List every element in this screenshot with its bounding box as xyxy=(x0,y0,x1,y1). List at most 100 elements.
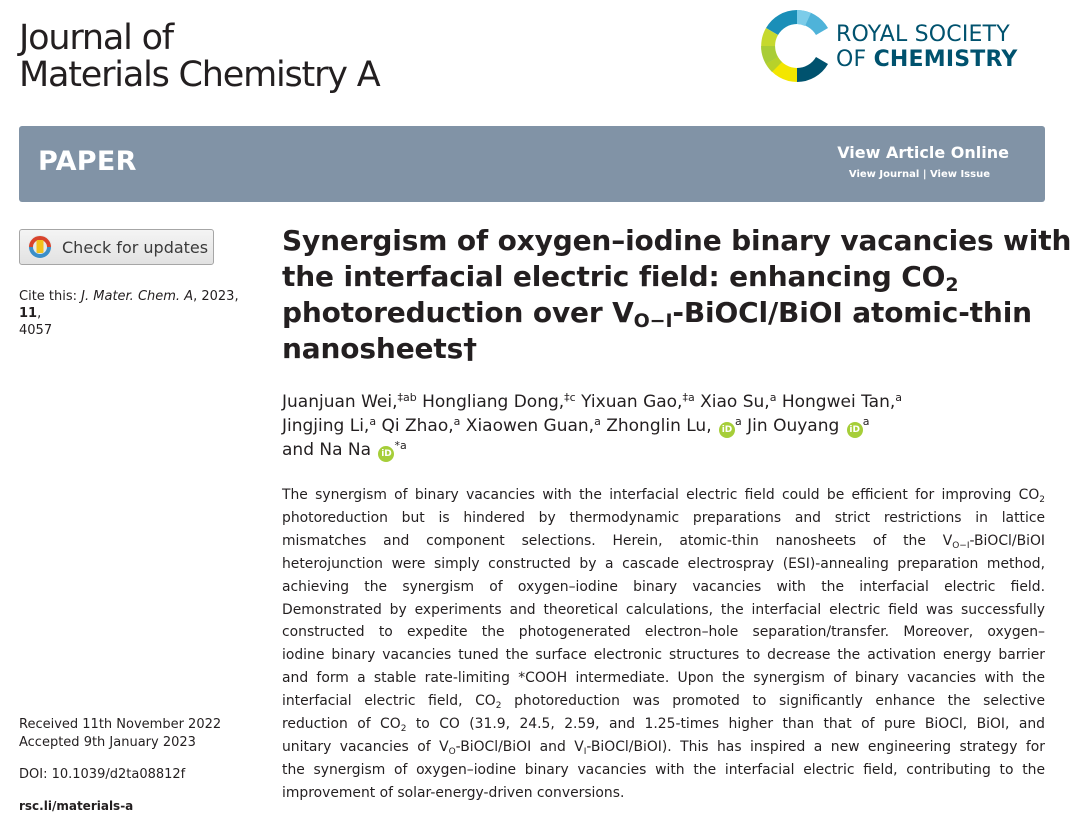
journal-title: Journal of Materials Chemistry A xyxy=(19,18,381,95)
journal-title-line1: Journal of xyxy=(19,18,174,58)
author-list: Juanjuan Wei,‡ab Hongliang Dong,‡c Yixua… xyxy=(282,390,1052,462)
title-line-3-text-a: photoreduction over V xyxy=(282,296,634,329)
abstract-line: The synergism of binary vacancies with t… xyxy=(282,484,1045,507)
cite-volume: 11 xyxy=(19,306,38,321)
cite-page-sep: , xyxy=(37,306,42,321)
abstract-line: interfacial electric field, CO2 photored… xyxy=(282,690,1045,713)
author-affiliation: a xyxy=(369,415,377,428)
abstract-sub: I xyxy=(583,746,587,757)
abstract-line: mismatches and component selections. Her… xyxy=(282,530,1045,553)
rsc-wordmark-line2: OF CHEMISTRY xyxy=(836,47,1018,72)
article-type-label: PAPER xyxy=(38,146,137,177)
author-affiliation: a xyxy=(862,415,870,428)
abstract-line: improvement of solar-energy-driven conve… xyxy=(282,784,625,801)
title-line-3: photoreduction over VO−I-BiOCl/BiOI atom… xyxy=(282,295,1052,331)
abstract-text: mismatches and component selections. Her… xyxy=(282,532,953,549)
author-affiliation: a xyxy=(594,415,601,428)
title-line-2-text: the interfacial electric field: enhancin… xyxy=(282,260,946,293)
abstract-sub: 2 xyxy=(495,701,502,712)
cite-prefix: Cite this: xyxy=(19,289,82,304)
orcid-icon[interactable]: iD xyxy=(719,422,735,438)
article-type-banner: PAPER View Article Online View Journal |… xyxy=(19,126,1045,202)
author-affiliation: a xyxy=(735,415,742,428)
check-for-updates-button[interactable]: Check for updates xyxy=(19,229,214,265)
abstract-sub: O xyxy=(448,746,456,757)
abstract: The synergism of binary vacancies with t… xyxy=(282,484,1045,805)
title-line-2-sub: 2 xyxy=(945,274,959,296)
abstract-text: -BiOCl/BiOI and V xyxy=(455,738,584,755)
author-affiliation: a xyxy=(453,415,461,428)
abstract-line: and form a stable rate-limiting *COOH in… xyxy=(282,670,1045,687)
article-title: Synergism of oxygen–iodine binary vacanc… xyxy=(282,223,1072,367)
author-name[interactable]: Yixuan Gao, xyxy=(575,392,683,412)
authors-line-3: and Na Na iD*a xyxy=(282,438,1052,462)
abstract-text: -BiOCl/BiOI). This has inspired a new en… xyxy=(586,738,1045,755)
author-name[interactable]: Juanjuan Wei, xyxy=(282,392,398,412)
orcid-icon[interactable]: iD xyxy=(378,446,395,462)
author-affiliation: ‡ab xyxy=(397,391,417,404)
abstract-line: Demonstrated by experiments and theoreti… xyxy=(282,601,1045,618)
author-affiliation: ‡a xyxy=(682,391,695,404)
rsc-wordmark[interactable]: ROYAL SOCIETY OF CHEMISTRY xyxy=(836,22,1018,72)
view-issue-link[interactable]: View Issue xyxy=(929,169,990,180)
title-line-2: the interfacial electric field: enhancin… xyxy=(282,259,1052,295)
received-date: Received 11th November 2022 xyxy=(19,717,222,732)
abstract-text: unitary vacancies of V xyxy=(282,738,449,755)
author-affiliation: ‡c xyxy=(564,391,576,404)
rsc-wordmark-line1: ROYAL SOCIETY xyxy=(836,22,1010,47)
author-name[interactable]: Zhonglin Lu, xyxy=(600,416,712,436)
authors-line-2: Jingjing Li,a Qi Zhao,a Xiaowen Guan,a Z… xyxy=(282,414,1052,438)
rsc-wordmark-chemistry: CHEMISTRY xyxy=(873,47,1018,72)
view-links: View Journal | View Issue xyxy=(849,169,990,180)
view-journal-link[interactable]: View Journal xyxy=(848,169,920,180)
check-for-updates-label: Check for updates xyxy=(62,237,209,257)
orcid-icon[interactable]: iD xyxy=(846,422,863,438)
citation: Cite this: J. Mater. Chem. A, 2023, 11, 4… xyxy=(19,288,264,339)
author-affiliation: a xyxy=(769,391,777,404)
abstract-text: to CO (31.9, 24.5, 2.59, and 1.25-times … xyxy=(406,716,1045,733)
abstract-text: -BiOCl/BiOI xyxy=(969,532,1046,549)
title-line-3-sub: O−I xyxy=(633,310,673,332)
abstract-sub: O−I xyxy=(952,540,970,551)
abstract-line: the synergism of oxygen–iodine binary va… xyxy=(282,761,1045,778)
abstract-line: achieving the synergism of oxygen–iodine… xyxy=(282,578,1045,595)
author-name[interactable]: Hongliang Dong, xyxy=(416,392,565,412)
author-name[interactable]: Qi Zhao, xyxy=(376,416,454,436)
author-name[interactable]: Jingjing Li, xyxy=(282,416,370,436)
title-line-3-text-b: -BiOCl/BiOI atomic-thin xyxy=(672,296,1032,329)
cite-year: , 2023, xyxy=(193,289,239,304)
rsc-wordmark-of: OF xyxy=(836,47,874,72)
view-article-online-link[interactable]: View Article Online xyxy=(837,143,1009,162)
author-affiliation: *a xyxy=(394,439,407,452)
author-name[interactable]: Xiaowen Guan, xyxy=(460,416,595,436)
rsc-logo-icon[interactable] xyxy=(757,5,1047,87)
title-line-1: Synergism of oxygen–iodine binary vacanc… xyxy=(282,224,1072,257)
abstract-line: constructed to expedite the photogenerat… xyxy=(282,624,1045,641)
crossmark-icon xyxy=(28,235,52,259)
author-name[interactable]: Hongwei Tan, xyxy=(776,392,896,412)
author-affiliation: a xyxy=(895,391,902,404)
view-links-separator: | xyxy=(919,169,930,180)
authors-line-1: Juanjuan Wei,‡ab Hongliang Dong,‡c Yixua… xyxy=(282,390,1052,414)
accepted-date: Accepted 9th January 2023 xyxy=(19,735,196,750)
abstract-line: heterojunction were simply constructed b… xyxy=(282,555,1045,572)
author-name[interactable]: Jin Ouyang xyxy=(741,416,840,436)
abstract-text: reduction of CO xyxy=(282,716,401,733)
cite-journal: J. Mater. Chem. A xyxy=(81,289,194,304)
abstract-line: unitary vacancies of VO-BiOCl/BiOI and V… xyxy=(282,736,1045,759)
article-dates: Received 11th November 2022 Accepted 9th… xyxy=(19,716,221,752)
journal-title-line2: Materials Chemistry A xyxy=(19,55,381,95)
author-name[interactable]: Xiao Su, xyxy=(694,392,770,412)
abstract-line: iodine binary vacancies tuned the surfac… xyxy=(282,647,1045,664)
abstract-sub: 2 xyxy=(1039,495,1045,505)
journal-short-link[interactable]: rsc.li/materials-a xyxy=(19,799,134,813)
author-name[interactable]: and Na Na xyxy=(282,440,372,460)
abstract-text: interfacial electric field, CO xyxy=(282,693,496,710)
title-line-4: nanosheets† xyxy=(282,332,477,365)
doi[interactable]: DOI: 10.1039/d2ta08812f xyxy=(19,767,186,782)
abstract-text: photoreduction was promoted to significa… xyxy=(501,693,1045,710)
abstract-text: The synergism of binary vacancies with t… xyxy=(282,487,1040,503)
abstract-sub: 2 xyxy=(400,724,407,735)
cite-page: 4057 xyxy=(19,323,53,338)
abstract-line: photoreduction but is hindered by thermo… xyxy=(282,509,1045,526)
